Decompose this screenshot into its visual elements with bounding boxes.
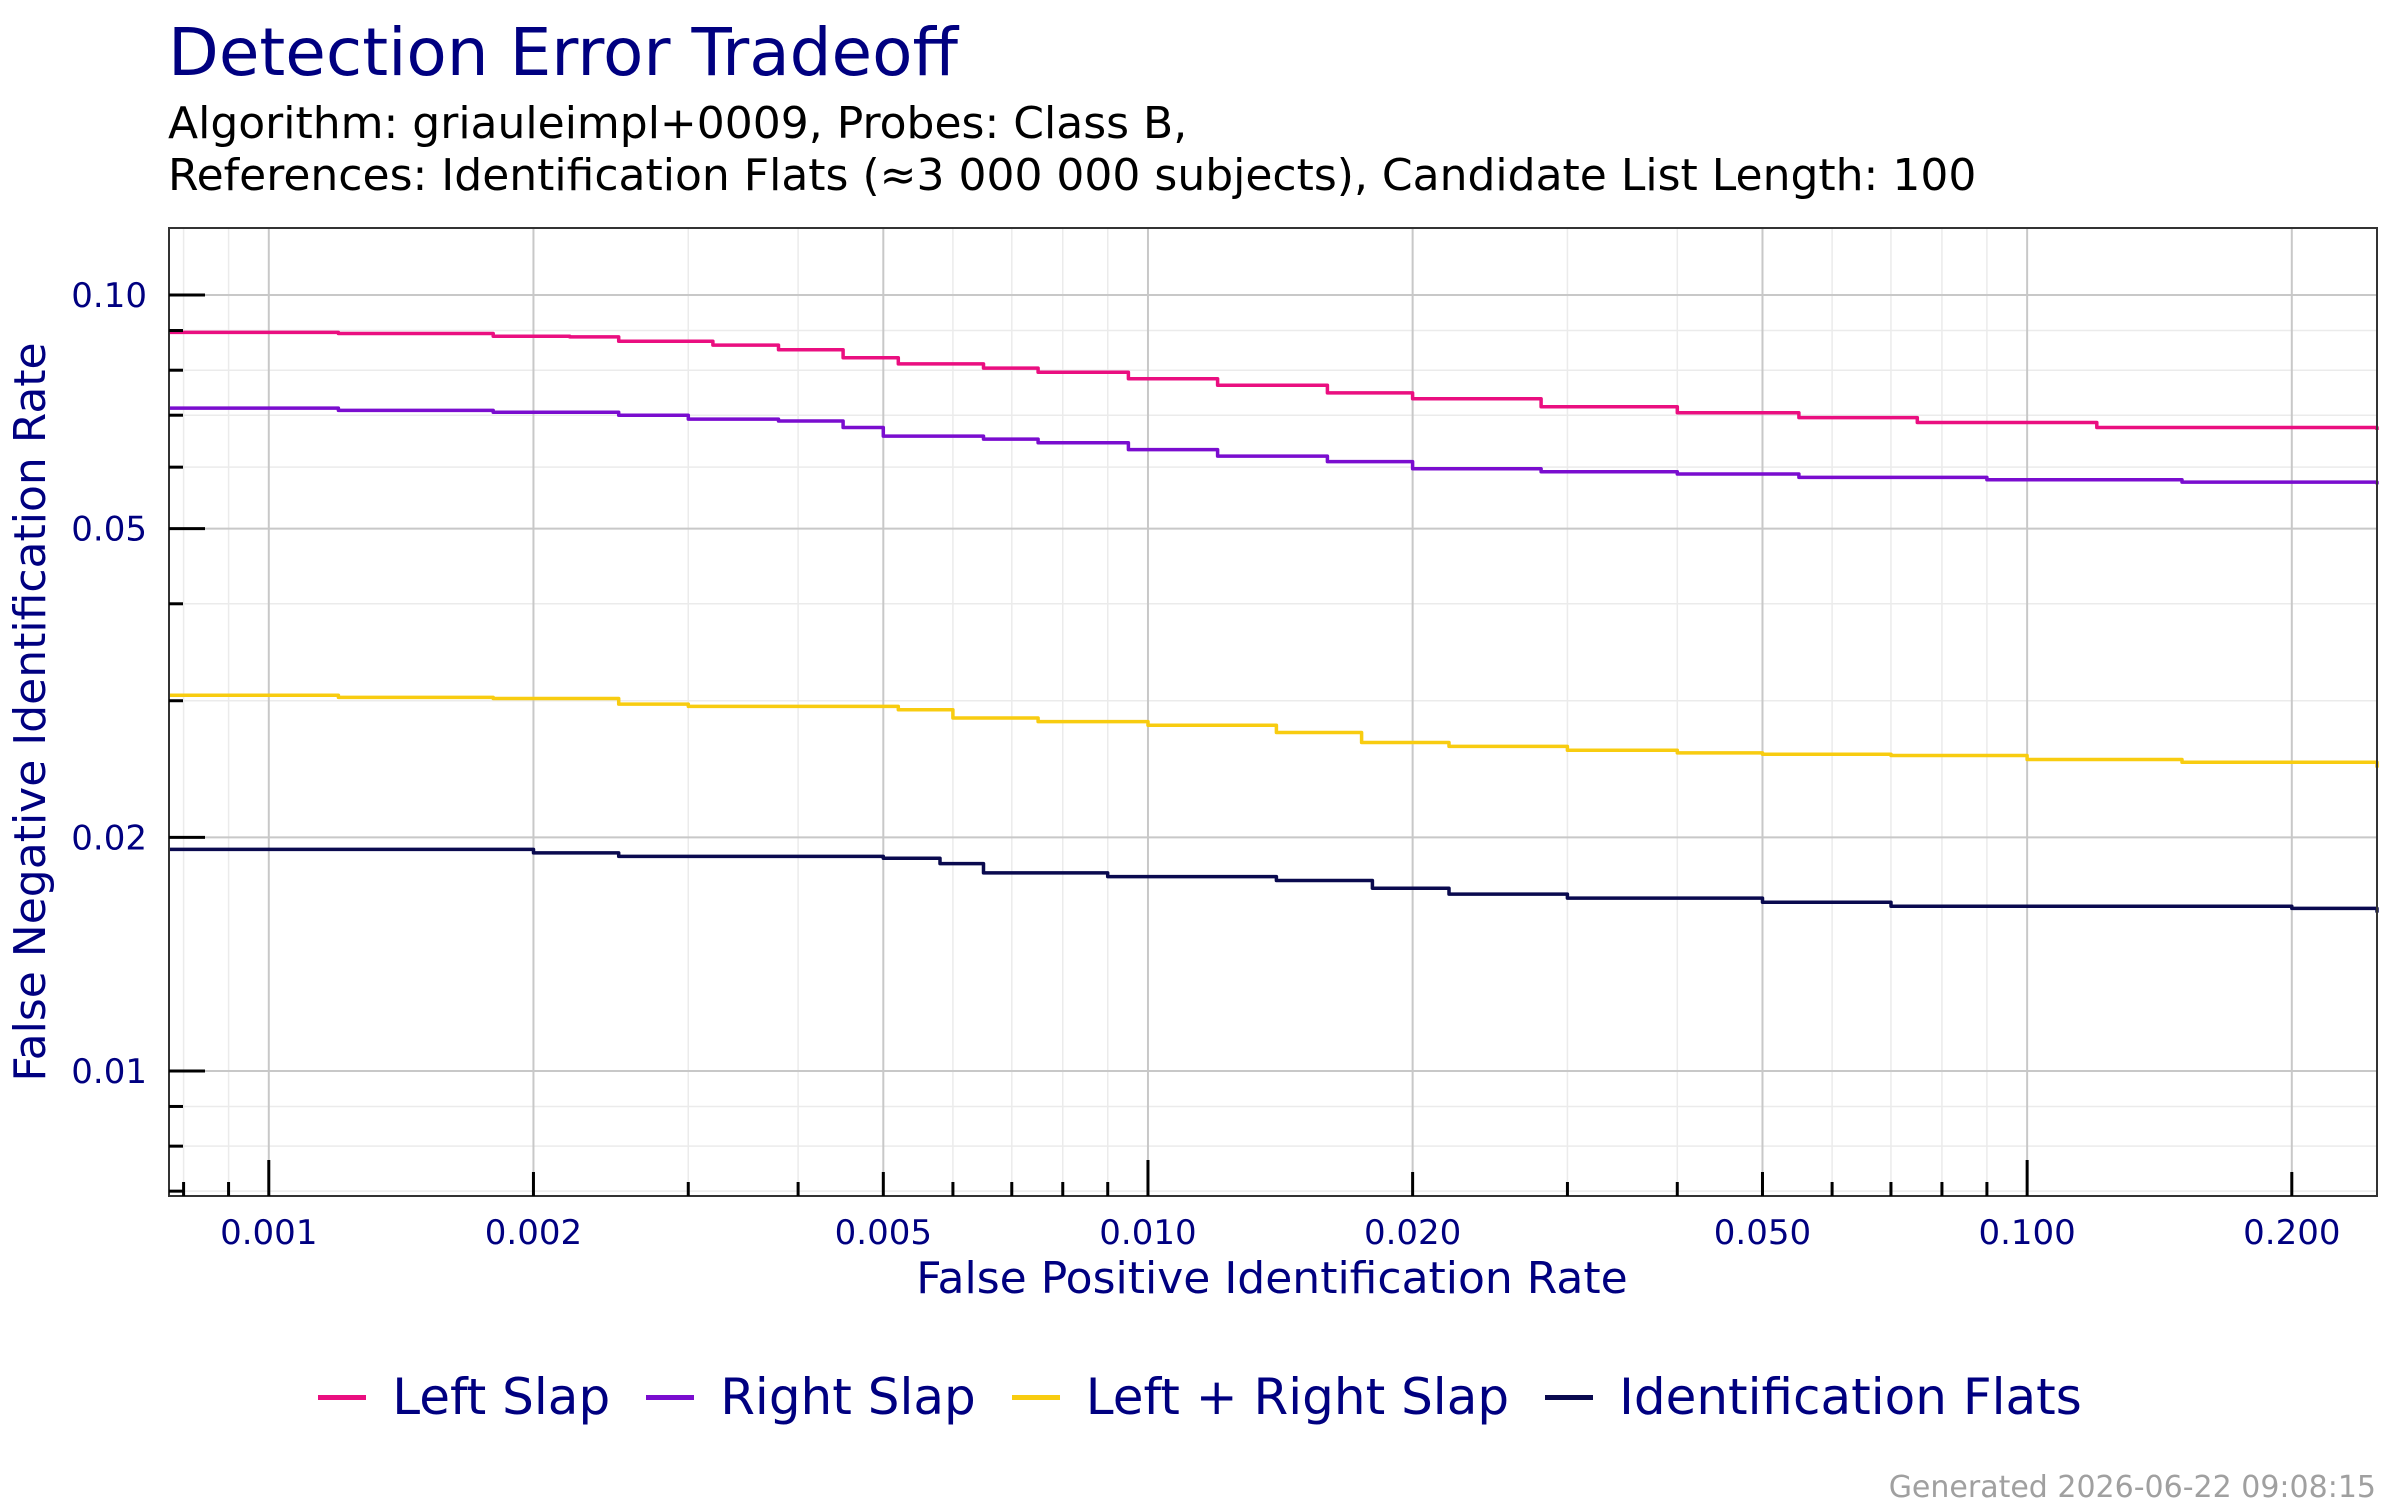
legend-item-left-right-slap: Left + Right Slap [1011, 1368, 1510, 1426]
legend-label: Right Slap [720, 1368, 976, 1426]
legend-label: Left + Right Slap [1085, 1368, 1510, 1426]
chart-subtitle-line-2: References: Identification Flats (≈3 000… [168, 150, 1977, 201]
legend-key-left-right-slap [1011, 1394, 1060, 1400]
series-line-left-slap [169, 330, 2379, 430]
x-tick-label: 0.200 [2243, 1213, 2340, 1253]
x-tick-label: 0.010 [1099, 1213, 1196, 1253]
y-tick-label: 0.01 [71, 1052, 147, 1092]
x-tick-label: 0.050 [1714, 1213, 1811, 1253]
y-axis-title: False Negative Identification Rate [5, 342, 56, 1081]
panel-border [168, 227, 2378, 1197]
series-line-left-right-slap [169, 693, 2379, 768]
chart-subtitle-line-1: Algorithm: griauleimpl+0009, Probes: Cla… [168, 98, 1188, 149]
grid-lines [169, 228, 2377, 1196]
legend: Left Slap Right Slap Left + Right Slap Iden… [0, 1368, 2400, 1426]
y-tick-label: 0.02 [71, 818, 147, 858]
series-lines [169, 330, 2379, 913]
legend-key-left-slap [318, 1394, 367, 1400]
x-axis-title: False Positive Identification Rate [916, 1253, 1627, 1304]
x-tick-label: 0.001 [220, 1213, 317, 1253]
generated-timestamp: Generated 2026-06-22 09:08:15 [1888, 1470, 2376, 1500]
y-tick-label: 0.10 [71, 276, 147, 316]
axis-tick-labels: 0.001 0.002 0.005 0.010 0.020 0.050 0.100 0.200… [71, 276, 2340, 1253]
y-tick-label: 0.05 [71, 510, 147, 550]
plot-area: 0.001 0.002 0.005 0.010 0.020 0.050 0.100 0.200… [5, 227, 2379, 1304]
legend-item-left-slap: Left Slap [318, 1368, 610, 1426]
legend-item-right-slap: Right Slap [646, 1368, 976, 1426]
axis-ticks [169, 293, 2294, 1196]
x-tick-label: 0.002 [485, 1213, 582, 1253]
legend-label: Identification Flats [1619, 1368, 2082, 1426]
x-tick-label: 0.005 [835, 1213, 932, 1253]
chart-title: Detection Error Tradeoff [168, 14, 959, 91]
legend-label: Left Slap [392, 1368, 611, 1426]
x-tick-label: 0.100 [1978, 1213, 2075, 1253]
series-line-identification-flats [169, 847, 2379, 913]
series-line-right-slap [169, 406, 2379, 485]
x-tick-label: 0.020 [1364, 1213, 1461, 1253]
legend-key-identification-flats [1545, 1394, 1594, 1400]
legend-item-identification-flats: Identification Flats [1545, 1368, 2082, 1426]
legend-key-right-slap [646, 1394, 695, 1400]
